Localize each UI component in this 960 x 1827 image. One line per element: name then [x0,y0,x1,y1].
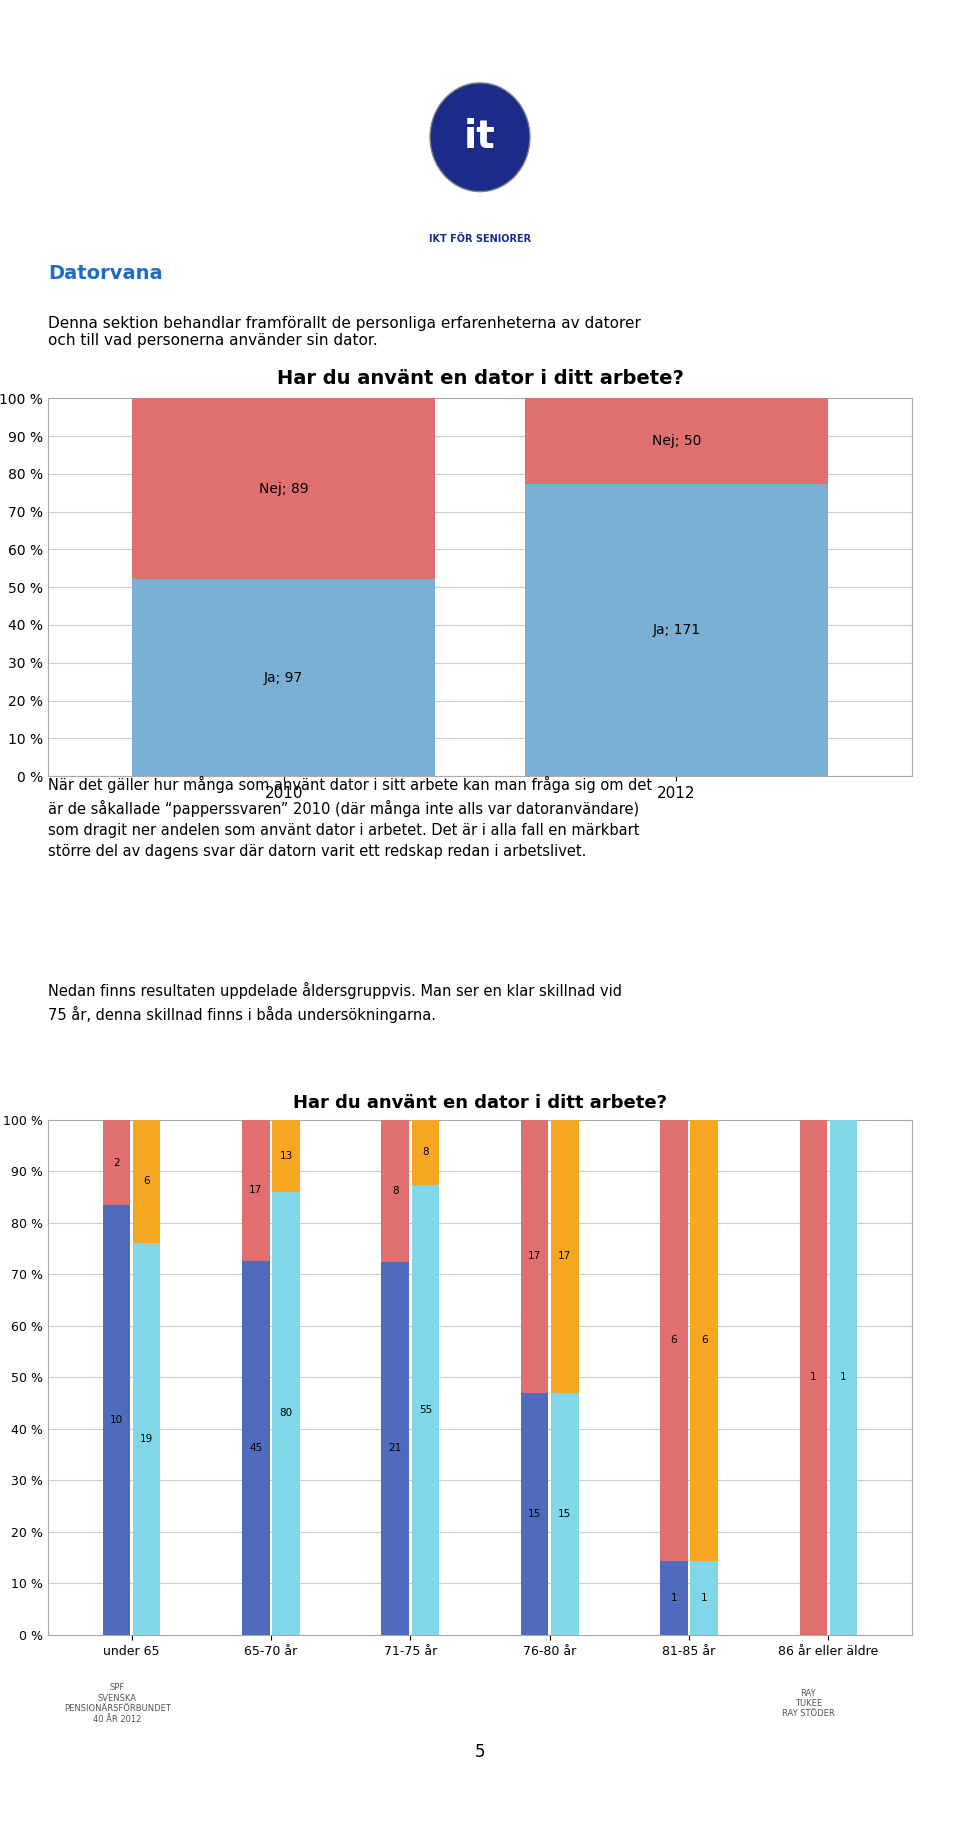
Bar [103,1206,131,1635]
Bar [273,1120,300,1191]
Text: Nej; 89: Nej; 89 [259,482,308,495]
Text: 10: 10 [110,1416,123,1425]
Text: 1: 1 [810,1372,817,1383]
Text: 1: 1 [671,1593,678,1602]
Text: RAY
TUKEE
RAY STÖDER: RAY TUKEE RAY STÖDER [782,1688,834,1719]
Text: 1: 1 [840,1372,847,1383]
Text: SPF
SVENSKA
PENSIONÄRSFÖRBUNDET
40 ÅR 2012: SPF SVENSKA PENSIONÄRSFÖRBUNDET 40 ÅR 20… [63,1683,171,1723]
Bar [521,1394,548,1635]
Bar [551,1120,579,1394]
Text: 13: 13 [279,1151,293,1160]
Bar [132,1120,160,1242]
Text: Datorvana: Datorvana [48,263,162,283]
Bar [690,1120,718,1562]
Bar [829,1120,857,1635]
Text: IKT FÖR SENIORER: IKT FÖR SENIORER [429,234,531,245]
Bar [690,1562,718,1635]
Text: 80: 80 [279,1409,293,1418]
Bar [660,1562,687,1635]
Text: 6: 6 [143,1177,150,1186]
Text: 8: 8 [392,1186,398,1195]
Text: Denna sektion behandlar framförallt de personliga erfarenheterna av datorer
och : Denna sektion behandlar framförallt de p… [48,316,641,349]
Text: Ja; 97: Ja; 97 [264,671,303,685]
Text: 8: 8 [422,1147,429,1156]
Text: 17: 17 [558,1251,571,1261]
Text: 19: 19 [140,1434,154,1443]
Text: 55: 55 [419,1405,432,1414]
Bar [381,1120,409,1262]
Bar [103,1120,131,1206]
Bar [242,1261,270,1635]
Text: 45: 45 [250,1443,262,1452]
Bar [525,398,828,484]
Text: 17: 17 [528,1251,541,1261]
Text: 21: 21 [389,1443,402,1452]
Bar [412,1186,439,1635]
Text: 1: 1 [701,1593,708,1602]
Bar [521,1120,548,1394]
Bar [412,1120,439,1186]
Text: it: it [464,119,496,157]
Bar [242,1120,270,1261]
Bar [132,398,435,579]
Text: När det gäller hur många som använt dator i sitt arbete kan man fråga sig om det: När det gäller hur många som använt dato… [48,776,652,859]
Text: 2: 2 [113,1158,120,1167]
Bar [273,1191,300,1635]
Bar [132,1242,160,1635]
Bar [381,1262,409,1635]
Text: 6: 6 [701,1336,708,1345]
Title: Har du använt en dator i ditt arbete?: Har du använt en dator i ditt arbete? [293,1094,667,1113]
Bar [551,1394,579,1635]
Text: Ja; 171: Ja; 171 [652,623,701,638]
Text: Nej; 50: Nej; 50 [652,435,701,448]
Title: Har du använt en dator i ditt arbete?: Har du använt en dator i ditt arbete? [276,369,684,389]
Text: 17: 17 [250,1186,262,1195]
Bar [132,579,435,776]
Bar [525,484,828,776]
Text: 15: 15 [558,1509,571,1518]
Text: Nedan finns resultaten uppdelade åldersgruppvis. Man ser en klar skillnad vid
75: Nedan finns resultaten uppdelade åldersg… [48,983,622,1023]
Text: 6: 6 [671,1336,678,1345]
Text: 15: 15 [528,1509,541,1518]
Bar [800,1120,828,1635]
Bar [660,1120,687,1562]
Text: 5: 5 [475,1743,485,1761]
